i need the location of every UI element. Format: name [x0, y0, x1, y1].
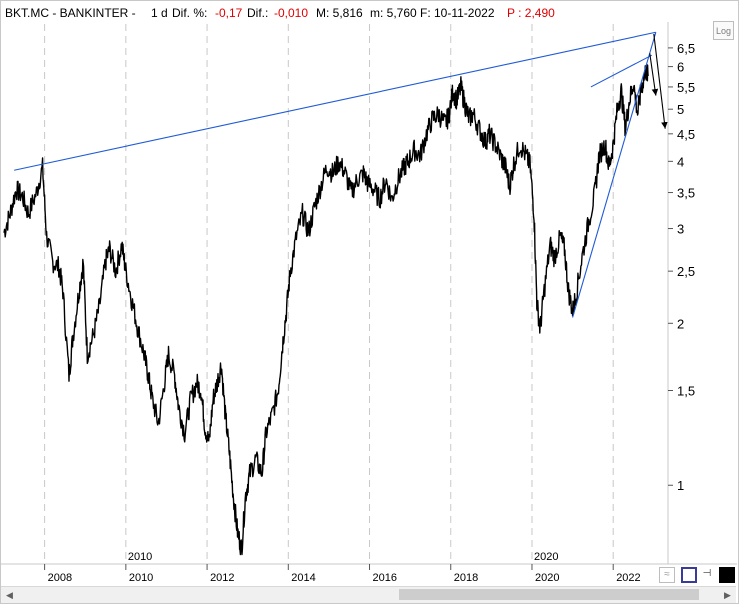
y-tick-label: 6,5 — [677, 41, 695, 56]
header-date: F: 10-11-2022 — [420, 6, 495, 20]
x-tick-label: 2014 — [291, 572, 315, 584]
x-tick-label: 2008 — [48, 572, 72, 584]
x-tick-label: 2020 — [535, 572, 559, 584]
header-period: 1 d — [151, 6, 168, 20]
black-square-icon[interactable] — [719, 567, 735, 583]
header-dif-pct-label: Dif. %: — [172, 6, 207, 20]
x-tick-label: 2022 — [616, 572, 640, 584]
trendline — [14, 31, 656, 171]
x-tick-label: 2010 — [129, 572, 153, 584]
x-tick-label: 2012 — [210, 572, 234, 584]
axis-ticks: 2008 2010 2012 2014 2016 2018 2020 2022 2010 2020… — [44, 41, 695, 584]
pin-icon[interactable]: ⊣ — [702, 568, 712, 579]
trendline — [590, 54, 653, 88]
x-tick-label: 2016 — [373, 572, 397, 584]
y-tick-label: 2,5 — [677, 264, 695, 279]
zigzag-icon[interactable]: ≈ — [659, 567, 675, 583]
log-scale-button[interactable]: Log — [713, 21, 734, 40]
annotations — [14, 31, 668, 318]
save-icon[interactable] — [681, 567, 697, 583]
y-tick-label: 1 — [677, 478, 684, 493]
arrow-right-icon[interactable]: ▶ — [724, 590, 731, 600]
header-dif-label: Dif.: — [247, 6, 268, 20]
projection-arrow — [653, 33, 668, 129]
y-tick-label: 5,5 — [677, 80, 695, 95]
y-tick-label: 3 — [677, 222, 684, 237]
inner-year-label: 2010 — [128, 551, 152, 563]
inner-year-label: 2020 — [534, 551, 558, 563]
header-dif-pct-value: -0,17 — [215, 6, 243, 20]
header-symbol: BKT.MC - BANKINTER - — [5, 6, 136, 20]
arrow-left-icon[interactable]: ◀ — [6, 590, 13, 600]
header-min: m: 5,760 — [370, 6, 417, 20]
horizontal-scrollbar[interactable]: ◀ ▶ — [1, 586, 736, 603]
y-tick-label: 1,5 — [677, 384, 695, 399]
y-tick-label: 4,5 — [677, 127, 695, 142]
scrollbar-thumb[interactable] — [399, 589, 699, 600]
price-series-line — [3, 63, 649, 556]
header-price: P : 2,490 — [507, 6, 555, 20]
y-tick-label: 4 — [677, 154, 684, 169]
y-tick-label: 5 — [677, 102, 684, 117]
header-dif-value: -0,010 — [274, 6, 308, 20]
trendline — [572, 32, 657, 318]
y-tick-label: 2 — [677, 316, 684, 331]
series-layer — [3, 63, 649, 556]
x-tick-label: 2018 — [454, 572, 478, 584]
y-tick-label: 6 — [677, 60, 684, 75]
projection-arrow — [649, 53, 659, 96]
y-tick-label: 3,5 — [677, 186, 695, 201]
header-max: M: 5,816 — [316, 6, 363, 20]
